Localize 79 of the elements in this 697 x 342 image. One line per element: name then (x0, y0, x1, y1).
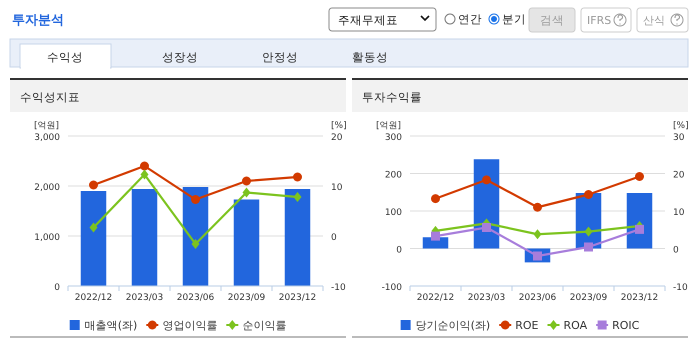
y-tick-label: 200 (384, 170, 402, 180)
y-tick-label: 2,000 (34, 183, 60, 193)
x-tick-label: 2022/12 (74, 293, 112, 303)
y-tick-label: 3,000 (34, 133, 60, 143)
text: 성장성 (162, 50, 198, 64)
point (635, 172, 644, 181)
y-axis-title: [억원] (34, 121, 60, 131)
y-axis-title: [억원] (376, 121, 402, 131)
legend-label: ROE (515, 319, 539, 332)
y2-axis-title: [%] (673, 121, 689, 131)
y2-tick-label: 10 (673, 208, 685, 218)
text: 분기 (502, 12, 526, 26)
text: 수익성 (47, 50, 83, 64)
x-tick-label: 2023/09 (570, 293, 608, 303)
legend-label: ROA (563, 319, 588, 332)
x-tick-label: 2023/12 (278, 293, 316, 303)
point (534, 229, 542, 240)
y-tick-label: 0 (396, 246, 402, 256)
x-tick-label: 2023/06 (518, 293, 556, 303)
y-tick-label: 0 (54, 283, 60, 293)
y2-tick-label: 20 (331, 133, 343, 143)
chart-title: 투자수익률 (362, 90, 422, 104)
y-tick-label: 100 (384, 208, 402, 218)
text: 연간 (458, 12, 482, 26)
bar (626, 193, 652, 248)
bar (132, 189, 158, 286)
point (584, 242, 593, 252)
point (635, 224, 644, 234)
point (90, 222, 98, 232)
y2-tick-label: -10 (673, 283, 688, 293)
point (293, 172, 302, 182)
point (294, 192, 302, 202)
text: 투자분석 (12, 13, 64, 28)
text: 활동성 (352, 50, 388, 64)
point (89, 180, 98, 190)
point (242, 176, 251, 186)
text: 검색 (540, 13, 564, 27)
legend-label: 당기순이익(좌) (416, 319, 490, 332)
y2-tick-label: 30 (673, 133, 685, 143)
legend-label: 순이익률 (242, 319, 286, 332)
y2-tick-label: 20 (673, 170, 685, 180)
point (191, 195, 200, 204)
y2-tick-label: 0 (673, 246, 679, 256)
y-tick-label: -100 (382, 283, 402, 293)
bar (234, 200, 260, 286)
text: 주재무제표 (338, 13, 398, 27)
y2-axis-title: [%] (331, 121, 347, 131)
point (140, 170, 148, 180)
text: 산식 (643, 14, 665, 27)
legend-label: ROIC (612, 319, 640, 332)
chart-title: 수익성지표 (20, 90, 80, 104)
x-tick-label: 2023/03 (468, 293, 506, 303)
point (192, 239, 200, 249)
point (140, 162, 149, 170)
bar (182, 187, 208, 286)
point (584, 190, 593, 199)
y2-tick-label: 0 (331, 233, 337, 243)
text: IFRS (587, 14, 612, 27)
y2-tick-label: 10 (331, 183, 343, 193)
legend-label: 매출액(좌) (84, 319, 138, 332)
bar (80, 191, 106, 286)
point (482, 175, 491, 184)
x-tick-label: 2023/06 (176, 293, 214, 303)
point (584, 226, 592, 237)
y2-tick-label: -10 (331, 283, 346, 293)
point (242, 188, 250, 198)
x-tick-label: 2023/03 (126, 293, 164, 303)
point (482, 223, 491, 232)
point (431, 232, 440, 241)
x-tick-label: 2022/12 (416, 293, 454, 303)
point (431, 194, 440, 204)
y-tick-label: 1,000 (34, 233, 60, 243)
bar (284, 189, 310, 286)
text: 안정성 (262, 50, 298, 64)
x-tick-label: 2023/12 (620, 293, 658, 303)
legend-label: 영업이익률 (162, 319, 218, 332)
point (533, 202, 542, 212)
x-tick-label: 2023/09 (228, 293, 266, 303)
y-tick-label: 300 (384, 133, 402, 143)
